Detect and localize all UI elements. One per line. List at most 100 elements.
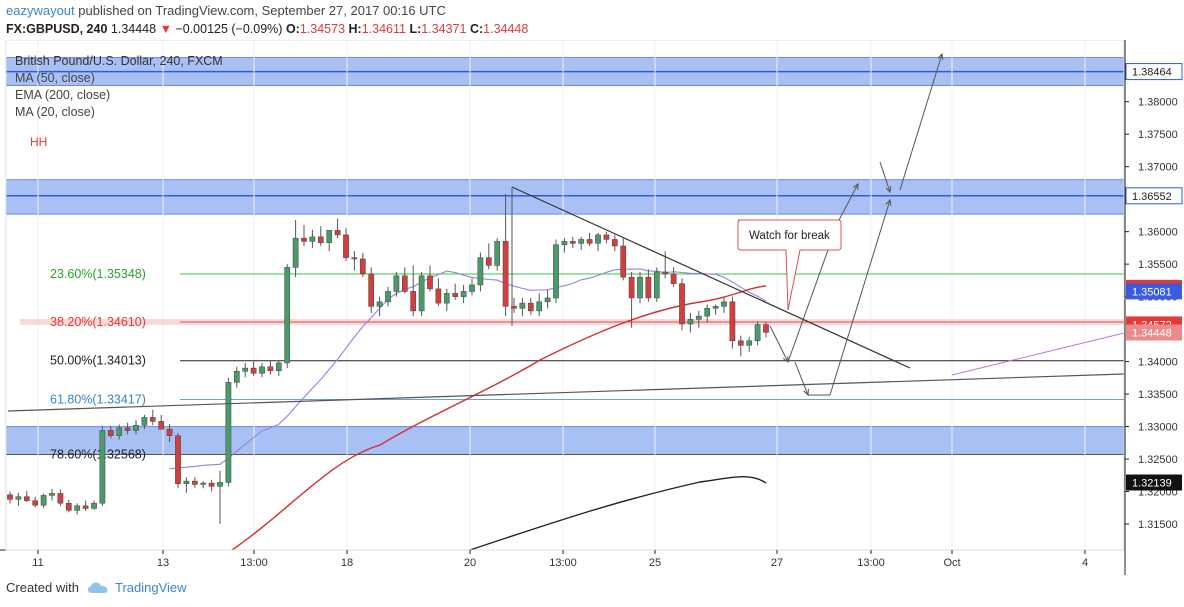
candle-up (49, 493, 55, 496)
tradingview-link[interactable]: TradingView (114, 580, 187, 595)
candle-up (721, 301, 727, 307)
fib-level-label: 50.00%(1.34013) (50, 354, 146, 368)
hh-label: HH (30, 135, 47, 149)
candle-up (225, 382, 232, 483)
candle-down (603, 234, 610, 240)
descending-trendline (511, 186, 911, 369)
price-badge (1125, 63, 1183, 81)
author-link[interactable]: eazywayout (6, 3, 75, 18)
x-tick-label: 4 (1082, 557, 1088, 569)
candle-up (233, 371, 240, 383)
candle-down (620, 245, 627, 278)
candle-down (611, 239, 618, 247)
projection-arrow-line (769, 325, 789, 363)
callout-bubble (737, 219, 842, 311)
candle-down (737, 340, 744, 346)
y-tick-label: 1.33500 (1138, 389, 1178, 401)
projection-arrow-line (879, 161, 891, 193)
candle-down (763, 324, 769, 333)
zones-layer (5, 57, 1125, 455)
price-badge (1126, 474, 1182, 491)
projection-arrow-line (794, 361, 809, 396)
candle-down (301, 237, 307, 242)
y-tick-label: 1.35500 (1138, 259, 1178, 271)
price-badge (1125, 187, 1183, 205)
price-change: −0.00125 (−0.09%) (175, 22, 283, 36)
candle-down (679, 283, 685, 325)
high-label: H: (348, 22, 362, 36)
projection-arrow-line (829, 199, 891, 396)
ohlc-header: FX:GBPUSD, 240 1.34448 ▼ −0.00125 (−0.09… (6, 22, 528, 36)
candle-up (292, 237, 299, 268)
y-tick-label: 1.33000 (1138, 422, 1178, 434)
candle-down (82, 505, 89, 509)
candle-up (385, 291, 391, 303)
projection-line (951, 332, 1125, 376)
candle-up (393, 275, 400, 292)
plot-border (5, 39, 1125, 551)
price-badge-label: 1.34448 (1132, 327, 1172, 339)
price-badge-label: 1.35081 (1132, 286, 1172, 298)
candle-up (477, 257, 484, 286)
candle-up (326, 230, 333, 243)
candle-down (628, 276, 635, 299)
candle-down (32, 500, 39, 506)
candles-layer (7, 193, 769, 525)
ascending-trendline (7, 373, 1125, 412)
indicators-layer (169, 268, 767, 551)
candle-down (23, 496, 30, 501)
candle-down (435, 288, 442, 304)
fib-level-label: 78.60%(1.32568) (50, 448, 146, 462)
candle-up (418, 275, 425, 312)
candle-up (653, 271, 660, 299)
open-label: O: (285, 22, 300, 36)
legend-ema200: EMA (200, close) (15, 88, 110, 102)
candle-up (687, 319, 694, 325)
x-tick-label: 20 (464, 557, 476, 569)
down-arrow-icon: ▼ (159, 22, 172, 36)
x-tick-label: Oct (943, 557, 960, 569)
candle-up (553, 244, 559, 299)
arrow-head-icon (803, 388, 809, 397)
candle-up (133, 425, 139, 431)
candle-up (242, 367, 249, 372)
fib-level-label: 61.80%(1.33417) (50, 392, 146, 406)
legend-ma50: MA (50, close) (15, 71, 95, 85)
x-tick-label: 11 (32, 557, 43, 569)
publish-info: published on TradingView.com, September … (78, 3, 446, 18)
candle-down (359, 258, 366, 275)
footer: Created with TradingView (6, 580, 187, 595)
chart-area[interactable]: 23.60%(1.35348) 38.20%(1.34610) 50.00%(1.3… (0, 39, 1184, 575)
publish-header: eazywayout published on TradingView.com,… (6, 3, 446, 18)
candle-up (460, 291, 467, 297)
arrow-head-icon (885, 198, 892, 207)
price-chart[interactable]: 23.60%(1.35348) 38.20%(1.34610) 50.00%(1.3… (0, 39, 1184, 575)
candle-up (275, 362, 282, 371)
ma20-line (469, 476, 767, 551)
candle-down (175, 435, 181, 484)
callout-group: Watch for break (737, 219, 842, 311)
candle-up (259, 366, 265, 374)
arrow-head-icon (885, 185, 892, 194)
candle-up (536, 301, 543, 312)
candle-up (695, 315, 702, 320)
arrow-head-icon (852, 182, 859, 191)
candle-down (351, 257, 358, 260)
open-value: 1.34573 (299, 22, 346, 36)
drawings-layer (7, 52, 1125, 412)
candle-up (494, 241, 501, 266)
candle-down (124, 427, 131, 431)
candle-down (511, 306, 517, 309)
low-value: 1.34371 (421, 22, 467, 36)
candle-up (74, 505, 81, 511)
candle-down (250, 367, 257, 374)
candle-down (427, 275, 433, 290)
fib-level-label: 23.60%(1.35348) (50, 267, 146, 281)
price-badge-label: 1.32139 (1132, 477, 1172, 489)
candle-down (57, 493, 64, 504)
candle-down (317, 236, 324, 243)
tradingview-cloud-icon (87, 581, 108, 593)
y-tick-label: 1.36000 (1138, 227, 1178, 239)
x-tick-label: 13 (157, 557, 169, 569)
close-label: C: (469, 22, 484, 36)
